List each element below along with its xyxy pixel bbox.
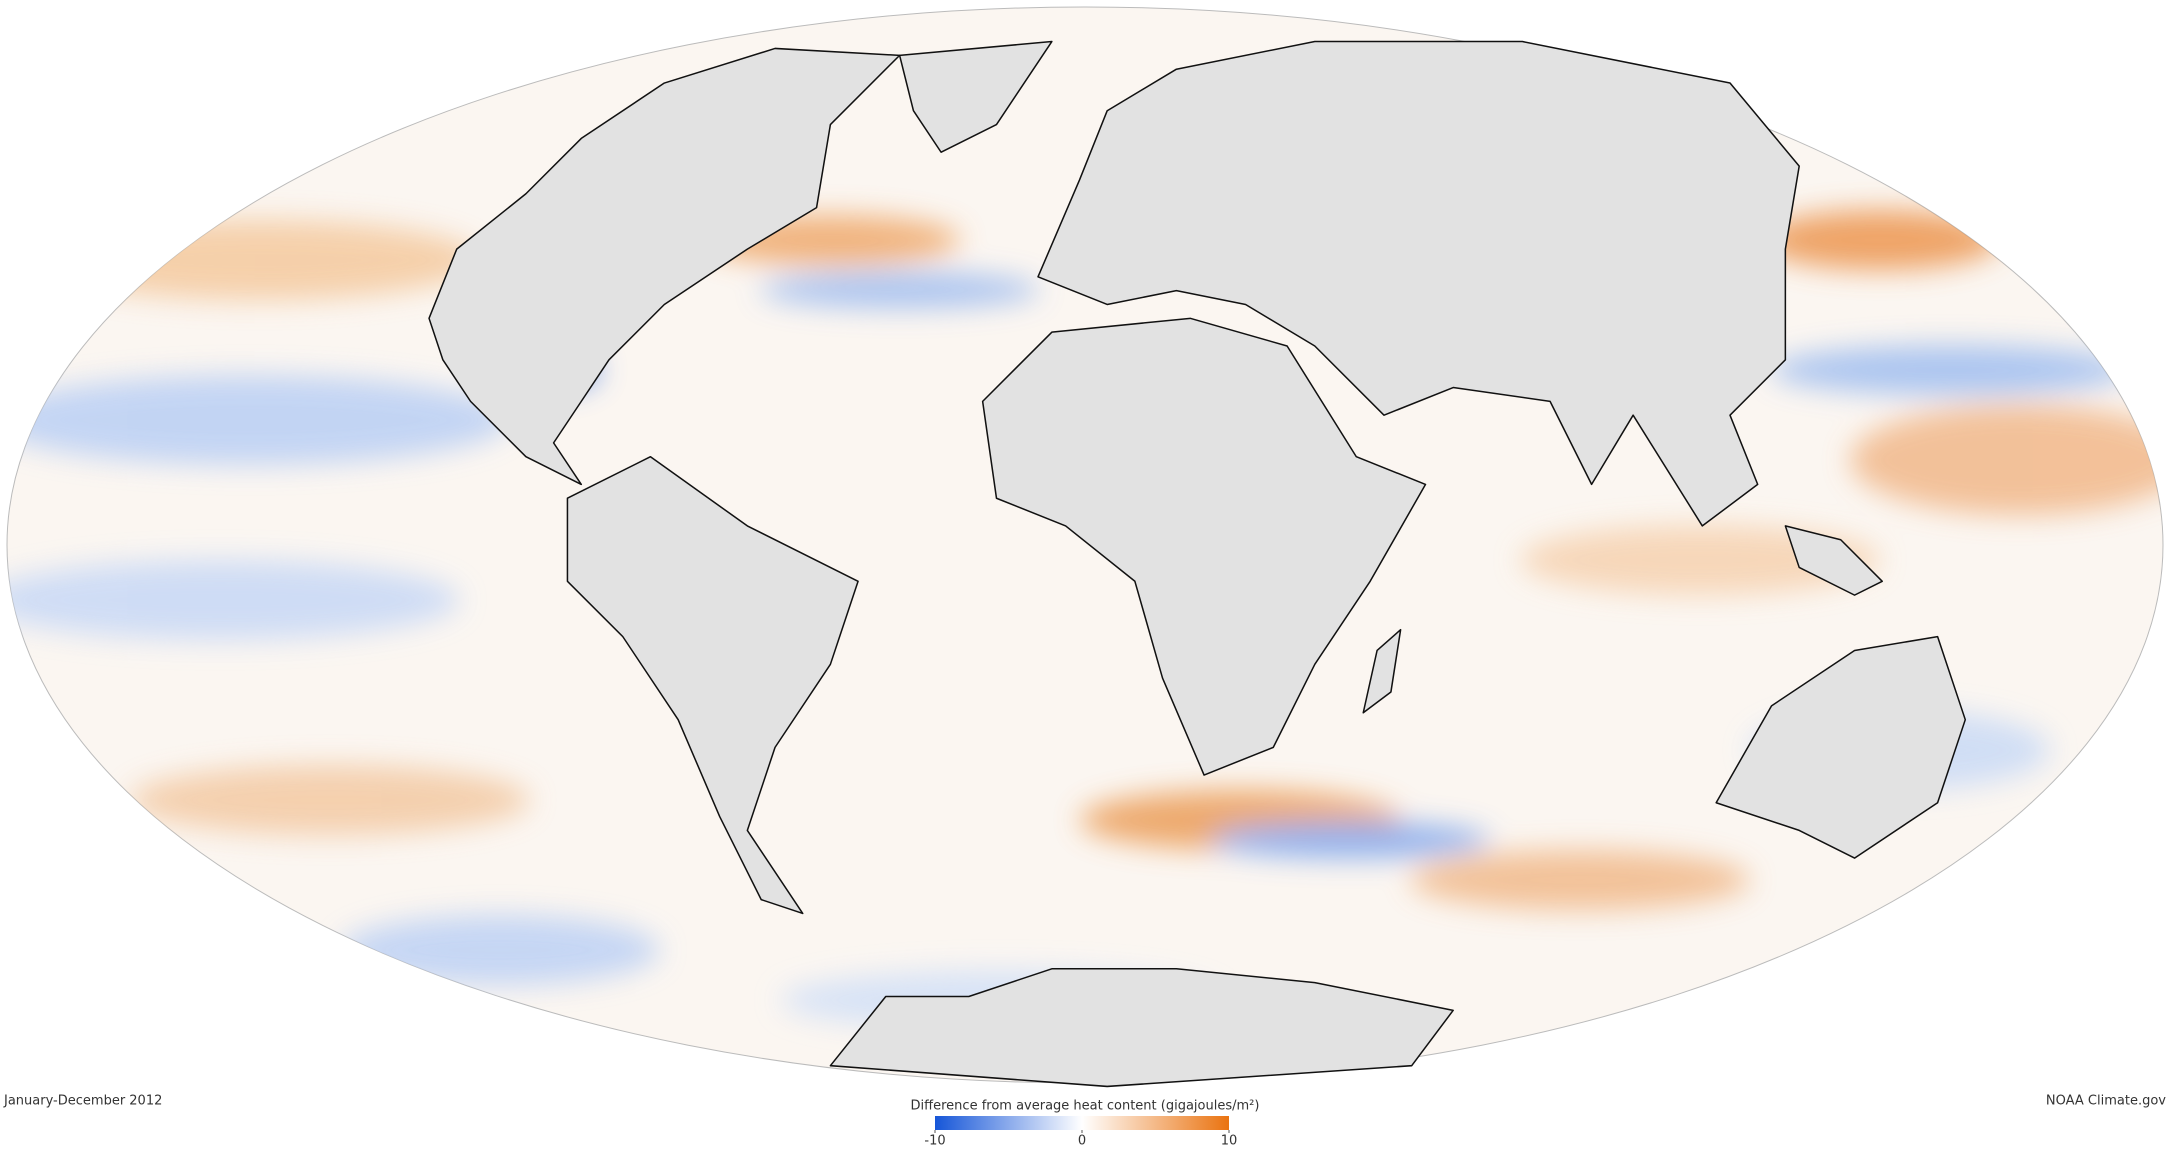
colorbar [935,1116,1229,1130]
land [428,40,1967,1088]
colorbar-tick-label: 10 [1221,1134,1238,1149]
caption: January-December 2012 [3,1094,162,1109]
colorbar-tick-label: -10 [924,1134,945,1149]
legend-title: Difference from average heat content (gi… [911,1099,1260,1114]
credit: NOAA Climate.gov [2046,1094,2166,1109]
colorbar-tick-label: 0 [1078,1134,1086,1149]
